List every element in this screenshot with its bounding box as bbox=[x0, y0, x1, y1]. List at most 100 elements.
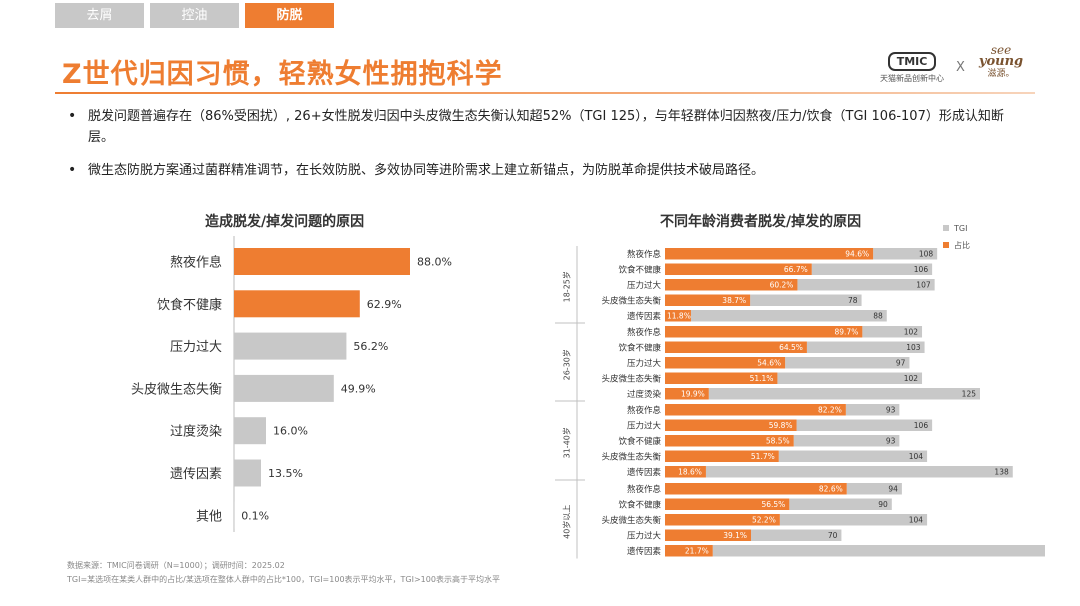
bullet-dot-icon: • bbox=[68, 108, 77, 124]
share-value-label: 59.8% bbox=[769, 421, 793, 430]
category-label: 过度烫染 bbox=[627, 389, 662, 400]
tgi-value-label: 104 bbox=[909, 452, 924, 461]
tgi-bar bbox=[862, 326, 923, 338]
seeyoung-logo-young: young bbox=[978, 54, 1024, 69]
share-bar bbox=[665, 294, 751, 306]
share-value-label: 82.6% bbox=[819, 485, 843, 494]
share-bar bbox=[665, 529, 752, 541]
value-label: 49.9% bbox=[341, 382, 376, 395]
share-value-label: 60.2% bbox=[770, 281, 794, 290]
hair-loss-causes-chart: 熬夜作息 88.0% 饮食不健康 62.9% 压力过大 56.2% 头皮微生态失衡 49.9%… bbox=[131, 236, 452, 532]
logo-separator: X bbox=[956, 60, 965, 75]
share-bar bbox=[665, 279, 798, 291]
tab-oil-control[interactable]: 控油 bbox=[150, 3, 239, 28]
tgi-value-label: 102 bbox=[904, 328, 919, 337]
age-group-label: 26-30岁 bbox=[562, 349, 572, 380]
seeyoung-logo-see: see bbox=[990, 43, 1012, 57]
tab-dandruff[interactable]: 去屑 bbox=[55, 3, 144, 28]
share-value-label: 38.7% bbox=[722, 296, 746, 305]
share-bar bbox=[665, 326, 863, 338]
tgi-value-label: 108 bbox=[919, 250, 934, 259]
share-value-label: 54.6% bbox=[757, 359, 781, 368]
share-bar bbox=[665, 372, 778, 384]
category-label: 头皮微生态失衡 bbox=[601, 452, 661, 463]
value-label: 16.0% bbox=[273, 425, 308, 438]
tgi-bar bbox=[785, 357, 910, 369]
bar bbox=[234, 459, 261, 487]
category-label: 熬夜作息 bbox=[627, 405, 662, 416]
tgi-bar bbox=[750, 294, 862, 306]
tgi-bar bbox=[690, 310, 887, 322]
value-label: 62.9% bbox=[367, 298, 402, 311]
tgi-value-label: 90 bbox=[878, 500, 888, 509]
legend-swatch-share bbox=[943, 242, 949, 248]
left-chart-title: 造成脱发/掉发问题的原因 bbox=[205, 214, 365, 230]
category-label: 熬夜作息 bbox=[627, 327, 662, 338]
tgi-value-label: 125 bbox=[962, 390, 977, 399]
tgi-bar bbox=[777, 372, 923, 384]
share-bar bbox=[665, 310, 691, 322]
category-label: 饮食不健康 bbox=[157, 297, 222, 313]
share-value-label: 18.6% bbox=[678, 468, 702, 477]
insight-bullets: • 脱发问题普遍存在（86%受困扰）, 26+女性脱发归因中头皮微生态失衡认知超… bbox=[68, 106, 1018, 193]
category-label: 其他 bbox=[196, 509, 222, 524]
share-value-label: 58.5% bbox=[766, 437, 790, 446]
category-label: 头皮微生态失衡 bbox=[601, 374, 661, 385]
share-value-label: 51.7% bbox=[751, 452, 775, 461]
category-label: 饮食不健康 bbox=[618, 500, 661, 511]
seeyoung-logo: see young 滋源。 bbox=[978, 43, 1024, 80]
tgi-value-label: 93 bbox=[886, 437, 896, 446]
share-value-label: 51.1% bbox=[750, 374, 774, 383]
tgi-value-label: 93 bbox=[886, 406, 896, 415]
tgi-value-label: 104 bbox=[909, 516, 924, 525]
tgi-value-label: 107 bbox=[916, 281, 931, 290]
bullet-dot-icon: • bbox=[68, 162, 77, 178]
category-label: 压力过大 bbox=[170, 340, 222, 355]
tgi-value-label: 70 bbox=[828, 531, 838, 540]
bullet-item: • 脱发问题普遍存在（86%受困扰）, 26+女性脱发归因中头皮微生态失衡认知超… bbox=[68, 106, 1018, 148]
share-value-label: 66.7% bbox=[784, 265, 808, 274]
page-title: Z世代归因习惯，轻熟女性拥抱科学 bbox=[62, 59, 503, 90]
category-label: 遗传因素 bbox=[627, 311, 662, 322]
share-bar bbox=[665, 404, 846, 416]
tgi-bar bbox=[793, 435, 900, 447]
share-value-label: 94.6% bbox=[845, 250, 869, 259]
share-value-label: 89.7% bbox=[835, 328, 859, 337]
tgi-value-label: 88 bbox=[873, 312, 883, 321]
tgi-value-label: 106 bbox=[914, 421, 929, 430]
tmic-logo-mark: TMIC bbox=[887, 52, 937, 71]
category-label: 头皮微生态失衡 bbox=[601, 296, 661, 307]
category-label: 过度烫染 bbox=[170, 424, 222, 440]
share-value-label: 56.5% bbox=[761, 500, 785, 509]
category-label: 熬夜作息 bbox=[627, 249, 662, 260]
category-label: 压力过大 bbox=[627, 280, 662, 291]
share-bar bbox=[665, 435, 794, 447]
seeyoung-logo-cn: 滋源。 bbox=[987, 69, 1015, 79]
share-bar bbox=[665, 248, 874, 260]
category-label: 遗传因素 bbox=[170, 467, 222, 482]
tgi-bar bbox=[811, 263, 933, 275]
share-bar bbox=[665, 545, 713, 557]
category-label: 头皮微生态失衡 bbox=[131, 382, 222, 397]
tab-hair-loss[interactable]: 防脱 bbox=[245, 3, 334, 28]
share-bar bbox=[665, 514, 780, 526]
legend-label-tgi: TGI bbox=[953, 224, 967, 233]
share-value-label: 11.8% bbox=[667, 312, 691, 321]
category-label: 压力过大 bbox=[627, 421, 662, 432]
tgi-bar bbox=[778, 450, 928, 462]
tgi-bar bbox=[806, 341, 925, 353]
tgi-bar bbox=[845, 404, 900, 416]
value-label: 0.1% bbox=[241, 509, 269, 522]
bullet-text: 微生态防脱方案通过菌群精准调节，在长效防脱、多效协同等进阶需求上建立新锚点，为防… bbox=[88, 163, 765, 178]
age-group-label: 40岁以上 bbox=[562, 505, 572, 539]
bullet-item: • 微生态防脱方案通过菌群精准调节，在长效防脱、多效协同等进阶需求上建立新锚点，… bbox=[68, 160, 1018, 181]
tgi-bar bbox=[873, 248, 938, 260]
tgi-bar bbox=[751, 529, 842, 541]
share-value-label: 19.9% bbox=[681, 390, 705, 399]
share-bar bbox=[665, 341, 807, 353]
category-label: 饮食不健康 bbox=[618, 343, 661, 354]
bar bbox=[234, 417, 266, 445]
tgi-value-label: 97 bbox=[896, 359, 906, 368]
title-divider bbox=[55, 92, 1035, 94]
share-value-label: 64.5% bbox=[779, 343, 803, 352]
